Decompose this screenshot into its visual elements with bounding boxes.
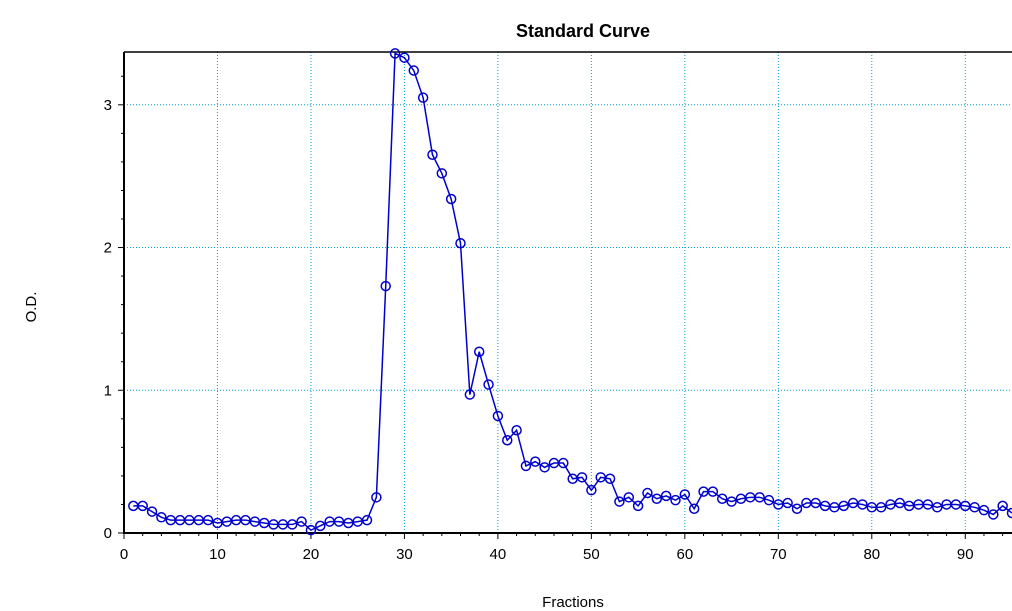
data-point bbox=[483, 379, 494, 390]
data-point bbox=[857, 499, 868, 510]
y-tick-label: 0 bbox=[104, 525, 112, 542]
data-point bbox=[436, 168, 448, 179]
data-point bbox=[501, 434, 513, 446]
data-point bbox=[445, 193, 457, 205]
data-point bbox=[679, 489, 691, 500]
data-point bbox=[894, 497, 906, 509]
data-point bbox=[296, 516, 307, 527]
data-point bbox=[305, 524, 317, 536]
data-point bbox=[427, 149, 438, 161]
data-series bbox=[128, 48, 1012, 536]
data-point bbox=[754, 492, 765, 503]
data-point bbox=[642, 487, 653, 499]
y-axis-label: O.D. bbox=[23, 292, 40, 323]
data-point bbox=[146, 506, 158, 517]
chart-title: Standard Curve bbox=[516, 21, 650, 41]
x-tick-label: 60 bbox=[676, 546, 693, 563]
axes bbox=[123, 51, 1012, 534]
x-tick-label: 90 bbox=[957, 546, 974, 563]
data-point bbox=[614, 496, 625, 507]
data-point bbox=[931, 502, 943, 513]
data-point bbox=[558, 457, 569, 469]
x-tick-label: 40 bbox=[490, 546, 507, 563]
data-point bbox=[202, 514, 214, 526]
data-point bbox=[623, 492, 635, 503]
data-point bbox=[791, 503, 803, 514]
data-point bbox=[371, 492, 382, 503]
tick-marks: 0 10 20 30 40 50 60 70 80 90 0 1 2 3 bbox=[104, 75, 1004, 563]
data-point bbox=[576, 472, 588, 483]
data-point bbox=[137, 500, 148, 512]
series-line bbox=[133, 52, 1012, 532]
data-point bbox=[651, 493, 663, 504]
x-axis-label: Fractions bbox=[542, 594, 604, 611]
y-tick-label: 2 bbox=[104, 240, 112, 257]
data-point bbox=[492, 410, 504, 422]
data-point bbox=[988, 509, 999, 520]
data-point bbox=[530, 456, 541, 467]
y-tick-label: 1 bbox=[104, 382, 112, 399]
data-point bbox=[511, 424, 522, 436]
x-tick-label: 20 bbox=[303, 546, 320, 563]
data-point bbox=[726, 496, 737, 507]
data-point bbox=[670, 494, 681, 506]
data-point bbox=[632, 500, 644, 512]
x-tick-label: 30 bbox=[396, 546, 413, 563]
x-tick-label: 80 bbox=[863, 546, 880, 563]
data-point bbox=[688, 503, 700, 514]
data-point bbox=[473, 346, 485, 357]
data-point bbox=[763, 494, 775, 506]
data-point bbox=[922, 499, 934, 510]
data-point bbox=[408, 65, 420, 76]
data-point bbox=[361, 514, 373, 526]
data-point bbox=[660, 490, 672, 502]
data-point bbox=[156, 512, 167, 523]
data-point bbox=[315, 520, 326, 532]
data-point bbox=[810, 497, 821, 509]
data-point bbox=[455, 238, 466, 249]
data-point bbox=[380, 280, 391, 292]
grid-lines bbox=[124, 52, 1012, 533]
data-point bbox=[838, 500, 849, 512]
data-point bbox=[520, 460, 532, 472]
data-point bbox=[417, 92, 429, 103]
data-point bbox=[389, 48, 401, 59]
x-tick-label: 50 bbox=[583, 546, 600, 563]
data-point bbox=[875, 502, 887, 513]
data-point bbox=[969, 502, 980, 513]
data-point bbox=[782, 497, 793, 509]
data-point bbox=[399, 52, 410, 63]
data-point bbox=[997, 500, 1008, 512]
x-tick-label: 10 bbox=[209, 546, 226, 563]
data-point bbox=[604, 473, 616, 485]
data-point bbox=[464, 389, 476, 400]
data-point bbox=[586, 484, 597, 496]
data-point bbox=[707, 486, 719, 497]
y-tick-label: 3 bbox=[104, 97, 112, 114]
data-point bbox=[978, 504, 990, 516]
data-point bbox=[287, 519, 298, 530]
x-tick-label: 0 bbox=[120, 546, 128, 563]
data-point bbox=[539, 462, 550, 473]
data-point bbox=[1006, 507, 1012, 519]
data-point bbox=[716, 493, 728, 504]
x-tick-label: 70 bbox=[770, 546, 787, 563]
